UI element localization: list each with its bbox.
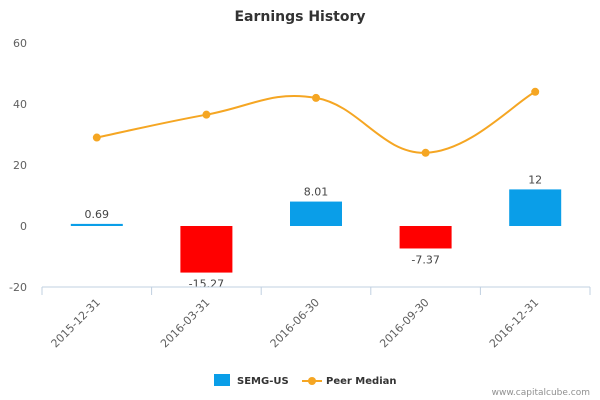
bar[interactable] bbox=[290, 201, 342, 226]
x-tick-label: 2015-12-31 bbox=[49, 296, 103, 350]
legend-label-line[interactable]: Peer Median bbox=[326, 376, 397, 387]
chart-title: Earnings History bbox=[234, 9, 365, 25]
bar[interactable] bbox=[70, 223, 123, 226]
x-tick-label: 2016-06-30 bbox=[268, 296, 322, 350]
bar-data-label: 0.69 bbox=[85, 208, 110, 221]
x-tick-label: 2016-09-30 bbox=[377, 296, 431, 350]
line-point[interactable] bbox=[531, 87, 540, 96]
y-axis: 60 40 20 0 -20 bbox=[9, 37, 27, 294]
legend-swatch-bar bbox=[214, 374, 230, 386]
x-axis: 2015-12-31 2016-03-31 2016-06-30 2016-09-30… bbox=[41, 286, 591, 350]
bar-data-label: -15.27 bbox=[189, 278, 224, 291]
line-point[interactable] bbox=[202, 110, 211, 119]
legend-swatch-marker bbox=[308, 377, 316, 385]
legend: SEMG-US Peer Median bbox=[214, 374, 397, 387]
line-point[interactable] bbox=[312, 93, 320, 102]
legend-label-bar[interactable]: SEMG-US bbox=[237, 376, 289, 387]
y-tick-label: -20 bbox=[9, 281, 27, 294]
line-point[interactable] bbox=[421, 148, 430, 157]
bar[interactable] bbox=[399, 226, 452, 249]
credit-text: www.capitalcube.com bbox=[492, 388, 590, 398]
line-point[interactable] bbox=[92, 133, 101, 142]
x-tick-label: 2016-12-31 bbox=[487, 296, 541, 350]
bar-data-label: -7.37 bbox=[411, 253, 439, 266]
y-tick-label: 0 bbox=[20, 220, 27, 233]
y-tick-label: 40 bbox=[13, 98, 27, 111]
x-tick-label: 2016-03-31 bbox=[158, 296, 212, 350]
y-tick-label: 20 bbox=[13, 159, 27, 172]
bar[interactable] bbox=[180, 226, 233, 273]
bar-data-labels: 0.69 -15.27 8.01 -7.37 12 bbox=[85, 173, 543, 290]
line-series bbox=[92, 87, 540, 157]
bar[interactable] bbox=[509, 189, 562, 226]
bar-data-label: 8.01 bbox=[304, 186, 329, 199]
bar-data-label: 12 bbox=[528, 173, 542, 186]
y-tick-label: 60 bbox=[13, 37, 27, 50]
bar-series bbox=[70, 189, 562, 273]
